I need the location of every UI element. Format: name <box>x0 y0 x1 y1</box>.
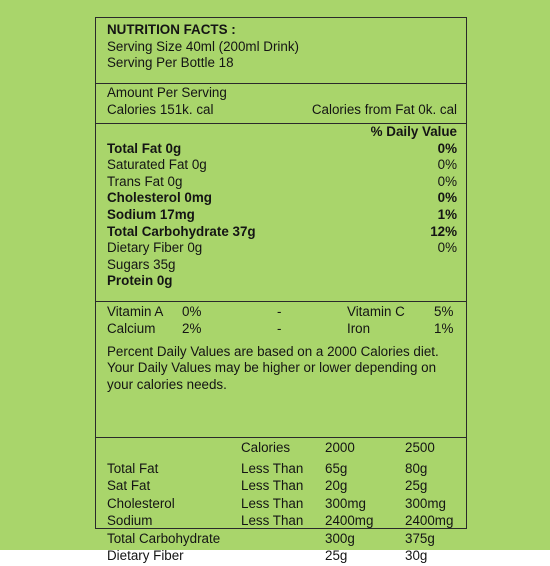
nutrient-name: Dietary Fiber 0g <box>107 240 203 256</box>
vitamin-row: Calcium 2% - Iron 1% <box>107 321 466 338</box>
vitamin-list: Vitamin A 0% - Vitamin C 5% Calcium 2% - Iron 1% <box>107 304 466 338</box>
reference-limit: Calories <box>241 440 291 455</box>
vitamin-right-value: 1% <box>434 321 454 336</box>
reference-2000: 300g <box>325 530 355 546</box>
reference-2500: 80g <box>405 460 428 476</box>
footnote: Percent Daily Values are based on a 2000… <box>107 344 466 393</box>
reference-2500: 25g <box>405 478 428 493</box>
reference-label: Cholesterol <box>107 495 175 511</box>
nutrient-list: Total Fat 0g 0% Saturated Fat 0g 0% Trans Fa… <box>107 141 466 290</box>
nutrient-name: Trans Fat 0g <box>107 173 183 189</box>
footnote-line-1: Percent Daily Values are based on a 2000… <box>107 344 439 359</box>
nutrient-daily-value: 1% <box>437 206 457 222</box>
footnote-line-3: your calories needs. <box>107 376 227 392</box>
vitamin-dash: - <box>277 304 282 319</box>
nutrient-row: Dietary Fiber 0g 0% <box>107 240 466 257</box>
nutrient-daily-value: 0% <box>437 190 457 206</box>
reference-table: Calories 2000 2500 Total Fat Less Than 65g 80g… <box>107 440 466 566</box>
amount-per-serving: Amount Per Serving <box>107 85 227 100</box>
reference-limit: Less Than <box>241 478 304 493</box>
reference-row: Total Carbohydrate 300g 375g <box>107 531 466 549</box>
vitamin-right-name: Vitamin C <box>347 304 405 319</box>
nutrient-row: Total Carbohydrate 37g 12% <box>107 224 466 241</box>
nutrient-name: Sodium 17mg <box>107 206 195 222</box>
reference-2500: 2500 <box>405 440 435 455</box>
reference-2000: 25g <box>325 548 348 563</box>
reference-row: Cholesterol Less Than 300mg 300mg <box>107 496 466 514</box>
reference-2000: 2000 <box>325 440 355 455</box>
reference-row: Total Fat Less Than 65g 80g <box>107 461 466 479</box>
nutrient-daily-value: 12% <box>430 223 457 239</box>
nutrient-row: Total Fat 0g 0% <box>107 141 466 158</box>
nutrient-row: Sodium 17mg 1% <box>107 207 466 224</box>
servings-per-bottle: Serving Per Bottle 18 <box>107 55 234 71</box>
nutrient-name: Sugars 35g <box>107 256 176 272</box>
amount-section: Amount Per Serving Calories 151k. cal Ca… <box>96 84 466 124</box>
vitamin-left-value: 0% <box>182 304 202 319</box>
reference-2500: 30g <box>405 548 428 563</box>
vitamins-section: Vitamin A 0% - Vitamin C 5% Calcium 2% - Iron 1% … <box>96 302 466 438</box>
vitamin-right-name: Iron <box>347 321 371 336</box>
nutrient-row: Sugars 35g <box>107 257 466 274</box>
reference-row: Dietary Fiber 25g 30g <box>107 548 466 566</box>
calories-from-fat: Calories from Fat 0k. cal <box>311 101 457 117</box>
reference-label: Dietary Fiber <box>107 548 184 563</box>
calories-value: Calories 151k. cal <box>107 101 214 117</box>
vitamin-dash: - <box>277 321 282 336</box>
nutrient-row: Trans Fat 0g 0% <box>107 174 466 191</box>
reference-row: Sat Fat Less Than 20g 25g <box>107 478 466 496</box>
reference-2000: 300mg <box>325 495 366 511</box>
reference-label: Total Carbohydrate <box>107 530 221 546</box>
reference-section: Calories 2000 2500 Total Fat Less Than 65g 80g… <box>96 438 466 566</box>
nutrient-name: Cholesterol 0mg <box>107 190 212 206</box>
nutrient-name: Protein 0g <box>107 273 173 289</box>
vitamin-left-value: 2% <box>182 321 202 336</box>
nutrition-title: NUTRITION FACTS : <box>107 22 236 37</box>
reference-label: Sat Fat <box>107 478 151 493</box>
reference-2500: 375g <box>405 530 435 546</box>
reference-2500: 2400mg <box>405 513 454 528</box>
nutrient-name: Saturated Fat 0g <box>107 157 207 173</box>
vitamin-left-name: Vitamin A <box>107 304 164 319</box>
daily-value-heading: % Daily Value <box>370 124 457 139</box>
reference-2000: 2400mg <box>325 513 374 528</box>
nutrient-row: Cholesterol 0mg 0% <box>107 190 466 207</box>
reference-limit: Less Than <box>241 513 304 528</box>
nutrient-row: Saturated Fat 0g 0% <box>107 157 466 174</box>
calories-row: Calories 151k. cal Calories from Fat 0k.… <box>107 102 466 119</box>
vitamin-row: Vitamin A 0% - Vitamin C 5% <box>107 304 466 321</box>
reference-row: Sodium Less Than 2400mg 2400mg <box>107 513 466 531</box>
reference-limit: Less Than <box>241 495 304 511</box>
nutrient-daily-value: 0% <box>437 140 457 156</box>
reference-2000: 20g <box>325 478 348 493</box>
nutrient-row: Protein 0g <box>107 273 466 290</box>
reference-limit: Less Than <box>241 460 304 476</box>
serving-size: Serving Size 40ml (200ml Drink) <box>107 38 299 54</box>
reference-label: Total Fat <box>107 460 159 476</box>
nutrient-name: Total Fat 0g <box>107 140 182 156</box>
nutrient-name: Total Carbohydrate 37g <box>107 223 256 239</box>
header-section: NUTRITION FACTS : Serving Size 40ml (200… <box>96 18 466 84</box>
nutrients-section: % Daily Value Total Fat 0g 0% Saturated Fa… <box>96 124 466 302</box>
footnote-line-2: Your Daily Values may be higher or lower… <box>107 360 437 376</box>
nutrition-facts-label: NUTRITION FACTS : Serving Size 40ml (200… <box>95 17 467 563</box>
reference-header-row: Calories 2000 2500 <box>107 440 466 458</box>
vitamin-left-name: Calcium <box>107 321 156 336</box>
nutrient-daily-value: 0% <box>437 157 457 173</box>
reference-label: Sodium <box>107 513 153 528</box>
vitamin-right-value: 5% <box>434 304 454 319</box>
reference-2000: 65g <box>325 460 348 476</box>
nutrient-daily-value: 0% <box>437 173 457 189</box>
reference-2500: 300mg <box>405 495 446 511</box>
nutrient-daily-value: 0% <box>437 240 457 256</box>
